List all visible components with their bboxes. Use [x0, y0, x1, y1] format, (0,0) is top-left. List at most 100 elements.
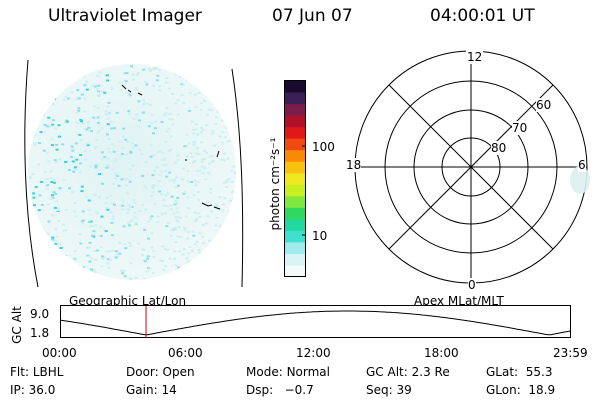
aurora-pixel: [28, 67, 32, 70]
aurora-pixel: [220, 81, 224, 84]
aurora-pixel: [81, 122, 85, 125]
aurora-pixel: [163, 248, 167, 250]
aurora-pixel: [230, 180, 234, 183]
aurora-pixel: [36, 234, 40, 237]
aurora-pixel: [123, 72, 127, 75]
aurora-pixel: [109, 194, 112, 197]
aurora-pixel: [75, 121, 79, 124]
info-dsp: Dsp: −0.7: [246, 383, 314, 397]
aurora-pixel: [54, 228, 58, 231]
aurora-pixel: [68, 187, 71, 190]
aurora-pixel: [30, 65, 34, 68]
aurora-pixel: [176, 235, 180, 238]
aurora-pixel: [175, 176, 179, 179]
aurora-pixel: [172, 181, 176, 184]
aurora-pixel: [231, 120, 235, 123]
aurora-pixel: [156, 166, 160, 169]
aurora-pixel: [118, 241, 122, 244]
aurora-pixel: [73, 250, 77, 253]
aurora-pixel: [146, 270, 150, 273]
aurora-pixel: [231, 223, 235, 225]
aurora-pixel: [77, 97, 81, 100]
aurora-pixel: [205, 202, 209, 205]
aurora-pixel: [192, 143, 196, 146]
aurora-pixel: [28, 175, 32, 178]
aurora-pixel: [142, 103, 146, 106]
lat-label-60: 60: [536, 98, 552, 112]
aurora-pixel: [184, 269, 188, 272]
aurora-pixel: [94, 164, 98, 167]
aurora-pixel: [52, 103, 55, 106]
aurora-pixel: [84, 158, 88, 161]
aurora-pixel: [87, 246, 91, 249]
aurora-pixel: [208, 254, 212, 257]
aurora-pixel: [164, 265, 168, 268]
aurora-pixel: [121, 199, 125, 202]
aurora-pixel: [204, 178, 208, 181]
aurora-pixel: [82, 266, 85, 269]
aurora-pixel: [143, 80, 147, 83]
aurora-pixel: [113, 203, 116, 206]
aurora-pixel: [78, 171, 82, 174]
aurora-pixel: [170, 208, 174, 211]
aurora-pixel: [78, 233, 82, 236]
aurora-pixel: [163, 114, 167, 117]
aurora-pixel: [198, 169, 202, 172]
aurora-pixel: [231, 271, 235, 274]
aurora-pixel: [165, 175, 169, 178]
aurora-pixel: [46, 265, 50, 268]
aurora-pixel: [225, 181, 229, 183]
aurora-pixel: [101, 90, 105, 93]
aurora-pixel: [199, 108, 203, 111]
aurora-pixel: [40, 203, 44, 206]
colorbar: [284, 80, 306, 278]
aurora-pixel: [218, 241, 222, 244]
aurora-pixel: [110, 88, 114, 90]
aurora-pixel: [183, 227, 186, 229]
aurora-pixel: [43, 109, 47, 112]
aurora-pixel: [109, 85, 113, 88]
aurora-pixel: [63, 229, 67, 232]
aurora-pixel: [219, 158, 223, 161]
timeline-plot[interactable]: [60, 305, 575, 345]
aurora-pixel: [71, 149, 75, 152]
aurora-pixel: [141, 254, 144, 256]
aurora-pixel: [66, 97, 70, 100]
aurora-pixel: [157, 150, 161, 153]
mlt-label-6: 6: [578, 158, 586, 172]
aurora-pixel: [106, 208, 110, 211]
aurora-pixel: [194, 220, 198, 223]
aurora-pixel: [185, 257, 189, 260]
aurora-pixel: [36, 232, 39, 235]
aurora-pixel: [77, 109, 81, 112]
aurora-pixel: [44, 236, 48, 239]
aurora-pixel: [28, 68, 32, 71]
aurora-pixel: [226, 157, 230, 160]
aurora-pixel: [35, 233, 39, 236]
aurora-pixel: [95, 138, 99, 141]
aurora-pixel: [105, 196, 109, 199]
aurora-pixel: [89, 270, 93, 273]
aurora-pixel: [143, 260, 147, 263]
aurora-pixel: [169, 204, 173, 207]
aurora-pixel: [38, 194, 42, 197]
aurora-pixel: [61, 143, 65, 146]
aurora-pixel: [191, 249, 194, 252]
aurora-pixel: [176, 159, 180, 162]
aurora-pixel: [188, 91, 192, 94]
aurora-pixel: [136, 73, 139, 76]
aurora-pixel: [74, 215, 78, 218]
aurora-pixel: [106, 123, 110, 126]
aurora-pixel: [145, 83, 149, 86]
aurora-pixel: [200, 102, 204, 105]
aurora-pixel: [95, 88, 99, 91]
aurora-pixel: [82, 68, 86, 71]
aurora-pixel: [227, 225, 231, 228]
aurora-pixel: [111, 168, 115, 171]
aurora-pixel: [182, 167, 186, 170]
colorbar-swatch: [285, 115, 305, 128]
aurora-pixel: [54, 240, 58, 243]
aurora-pixel: [178, 226, 181, 229]
aurora-pixel: [100, 265, 104, 268]
aurora-pixel: [105, 206, 109, 209]
